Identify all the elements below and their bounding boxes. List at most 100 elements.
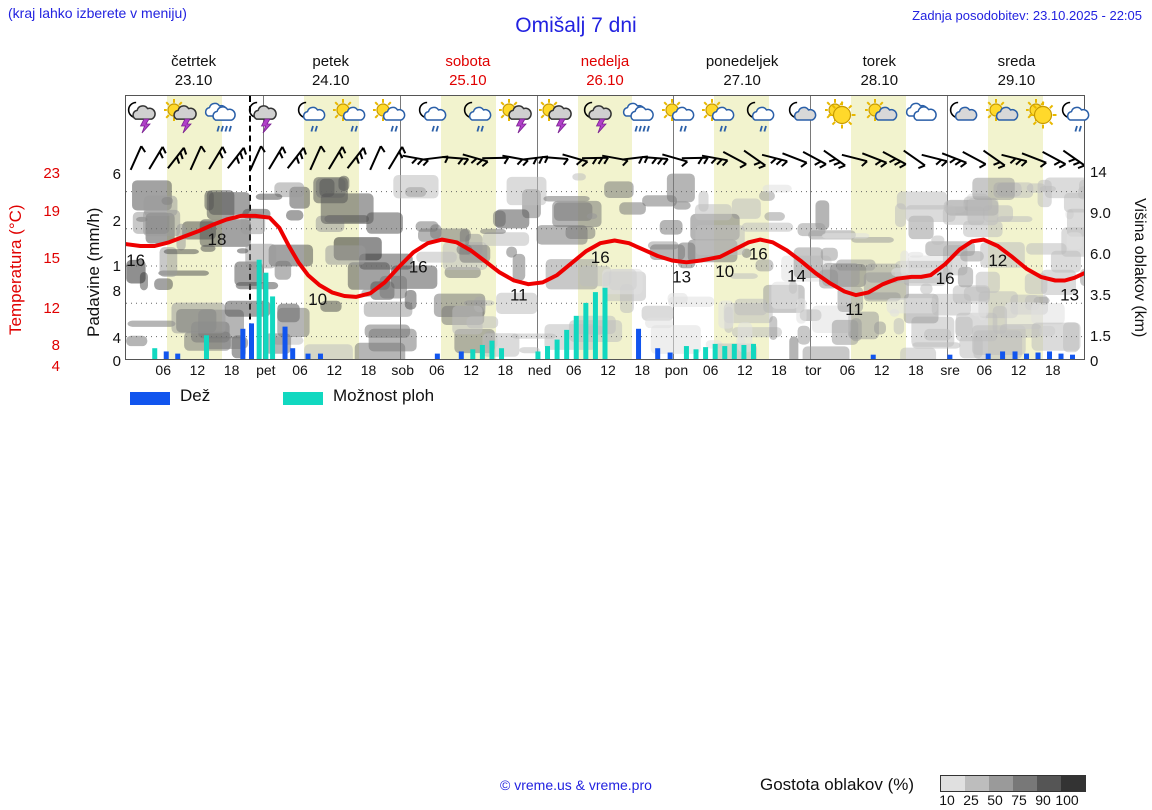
precip-bar-rain — [240, 328, 246, 359]
precip-bar-rain — [1035, 352, 1041, 359]
day-date: 27.10 — [723, 72, 761, 89]
cloud-height-axis-title: Višina oblakov (km) — [1131, 198, 1148, 338]
precip-bar-rain — [1070, 354, 1076, 359]
x-tick-18: 18 — [634, 362, 650, 378]
weather-icon-sun-thunder — [163, 97, 198, 139]
wind-barbs-svg — [129, 145, 1086, 171]
cloud-ramp-label-75: 75 — [1011, 792, 1027, 808]
weather-icon-sun — [1025, 97, 1060, 139]
temperature-tick-0: 23 — [43, 165, 60, 182]
x-tick-12: 12 — [326, 362, 343, 378]
x-tick-06: 06 — [429, 362, 445, 378]
precipitation-tick-5: 0 — [112, 353, 121, 370]
precip-bar-showers — [750, 343, 756, 359]
day-separator-3 — [536, 96, 538, 359]
precipitation-tick-3: 8 — [112, 283, 121, 300]
precip-bar-rain — [282, 326, 288, 359]
x-tick-12: 12 — [737, 362, 753, 378]
day-header-3: sobota 25.10 — [399, 52, 536, 92]
precip-bar-rain — [655, 348, 661, 359]
x-tick-pon: pon — [664, 362, 689, 378]
cloud-ramp-label-10: 10 — [939, 792, 955, 808]
precip-bar-rain — [985, 353, 991, 359]
chart-legend: Dež Možnost ploh © vreme.us & vreme.pro … — [0, 386, 1152, 808]
x-tick-sob: sob — [391, 362, 414, 378]
day-name: ponedeljek — [705, 53, 779, 70]
precip-bar-rain — [1058, 353, 1064, 359]
precip-bar-showers — [545, 346, 551, 359]
cloud-height-tick-4: 1.5 — [1090, 328, 1111, 345]
day-header-strip: četrtek 23.10 petek 24.10 sobota 25.10 nedelja… — [125, 52, 1085, 92]
precip-bar-showers — [683, 346, 689, 359]
day-name: torek — [862, 53, 896, 70]
temperature-tick-2: 15 — [43, 250, 60, 267]
x-tick-06: 06 — [155, 362, 171, 378]
temperature-tick-4: 8 — [51, 337, 60, 354]
x-tick-06: 06 — [976, 362, 993, 378]
temperature-label: 16 — [126, 251, 145, 270]
x-tick-12: 12 — [600, 362, 616, 378]
day-name: petek — [312, 53, 350, 70]
x-tick-06: 06 — [292, 362, 308, 378]
precip-bar-rain — [163, 351, 169, 359]
precip-bar-showers — [741, 344, 747, 359]
cloud-density-legend-title: Gostota oblakov (%) — [760, 775, 915, 794]
precip-bar-rain — [1024, 353, 1030, 359]
cloud-ramp-cell-25 — [965, 776, 989, 791]
temperature-label: 10 — [308, 290, 327, 309]
forecast-chart[interactable]: 16 18 10 16 11 16 13 16 10 14 11 16 12 13 — [123, 95, 1090, 360]
temperature-label: 16 — [409, 257, 428, 276]
x-tick-12: 12 — [463, 362, 479, 378]
cloud-ramp-label-100: 100 — [1055, 792, 1079, 808]
weather-icon-night-cloud-rain — [293, 97, 327, 139]
cloud-height-tick-2: 6.0 — [1090, 246, 1111, 263]
weather-icon-sun-thunder — [498, 97, 533, 139]
x-tick-06: 06 — [702, 362, 719, 378]
temperature-label: 13 — [672, 267, 691, 286]
x-tick-18: 18 — [497, 362, 514, 378]
temperature-label: 11 — [845, 300, 863, 319]
x-tick-18: 18 — [908, 362, 924, 378]
day-date: 29.10 — [997, 72, 1036, 89]
precip-bar-rain — [1012, 351, 1018, 359]
cloud-ramp-cell-75 — [1013, 776, 1037, 791]
temperature-labels: 16 18 10 16 11 16 13 16 10 14 11 16 12 13 — [126, 230, 1079, 319]
weather-icon-sun-cloud-rain — [333, 97, 367, 139]
precip-bar-showers — [554, 339, 560, 359]
precip-bar-showers — [499, 348, 505, 359]
day-header-1: četrtek 23.10 — [125, 52, 262, 92]
temperature-label: 18 — [208, 230, 227, 249]
x-axis-tick-labels: 06 12 18 pet 06 12 18 sob 06 12 18 ned 06 12 18 pon 06 12… — [125, 362, 1085, 380]
precip-bar-showers — [602, 287, 608, 359]
temperature-label: 13 — [1060, 286, 1079, 305]
cloud-ramp-label-50: 50 — [987, 792, 1003, 808]
precip-bar-showers — [479, 344, 485, 359]
x-tick-12: 12 — [189, 362, 206, 378]
cloud-density-field — [126, 173, 1084, 359]
precip-bar-rain — [947, 354, 953, 359]
day-header-5: ponedeljek 27.10 — [674, 52, 811, 92]
precip-bar-rain — [667, 352, 673, 359]
x-tick-tor: tor — [805, 362, 822, 378]
temperature-label: 11 — [510, 286, 528, 305]
day-name: nedelja — [580, 53, 630, 70]
copyright-credit: © vreme.us & vreme.pro — [500, 777, 652, 793]
precip-bar-rain — [434, 353, 440, 359]
precip-bar-showers — [573, 315, 579, 359]
precipitation-tick-0: 6 — [112, 166, 121, 183]
precip-bar-rain — [175, 353, 181, 359]
cloud-ramp-label-90: 90 — [1035, 792, 1051, 808]
temperature-label: 14 — [787, 266, 806, 285]
rain-legend-swatch — [130, 392, 170, 405]
weather-icon-night-thunder — [244, 97, 278, 139]
cloud-ramp-cell-50 — [989, 776, 1013, 791]
weather-icon-night-thunder — [123, 97, 157, 139]
weather-icon-sun-cloud-rain — [702, 97, 736, 139]
temperature-tick-1: 19 — [43, 203, 60, 220]
day-date: 26.10 — [586, 72, 624, 89]
x-tick-18: 18 — [223, 362, 240, 378]
day-date: 24.10 — [311, 72, 350, 89]
rain-legend-label: Dež — [180, 386, 211, 405]
precip-bar-showers — [203, 335, 209, 359]
precip-bar-showers — [731, 343, 737, 359]
